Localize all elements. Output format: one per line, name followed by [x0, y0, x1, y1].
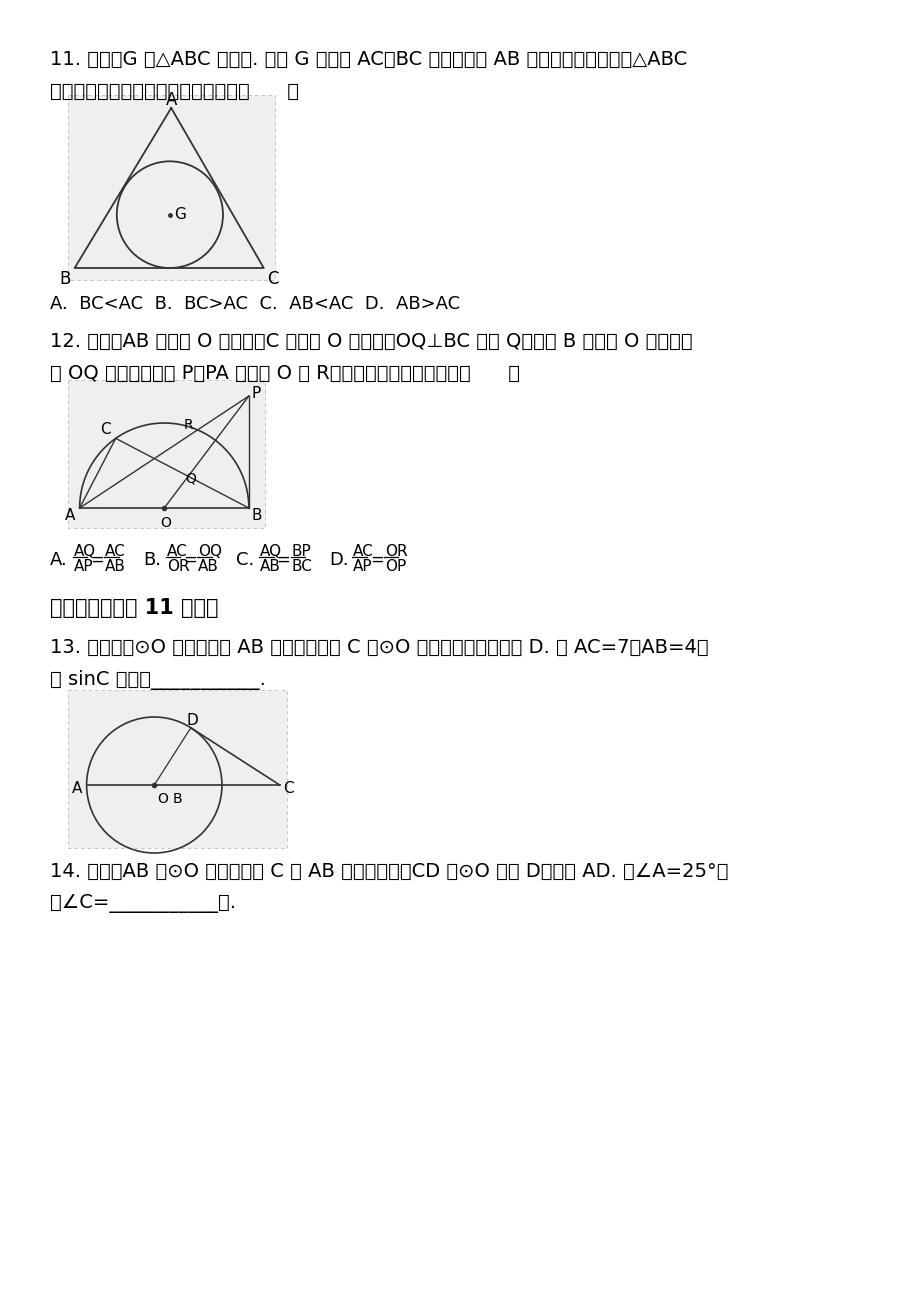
Text: B.: B. [142, 551, 161, 569]
Text: AQ: AQ [74, 544, 96, 559]
Bar [68, 690, 287, 848]
Text: AB: AB [199, 559, 219, 574]
Text: OQ: OQ [199, 544, 222, 559]
Text: P: P [252, 385, 261, 401]
Text: 11. 如图，G 为△ABC 的重心. 若圆 G 分别与 AC、BC 相切，且与 AB 相交于两点，则关于△ABC: 11. 如图，G 为△ABC 的重心. 若圆 G 分别与 AC、BC 相切，且与… [50, 49, 686, 69]
Text: 12. 如图，AB 是半圆 O 的直径，C 是半圆 O 上一点，OQ⊥BC 于点 Q，过点 B 作半圆 O 的切线，: 12. 如图，AB 是半圆 O 的直径，C 是半圆 O 上一点，OQ⊥BC 于点… [50, 332, 692, 352]
Text: AC: AC [166, 544, 187, 559]
Text: AQ: AQ [260, 544, 282, 559]
Text: AC: AC [105, 544, 126, 559]
Text: AP: AP [74, 559, 93, 574]
Text: =: = [183, 551, 197, 569]
Text: BP: BP [291, 544, 311, 559]
Text: 则∠C=___________度.: 则∠C=___________度. [50, 894, 235, 913]
Text: B: B [173, 792, 183, 806]
Text: =: = [90, 551, 104, 569]
Text: A: A [166, 91, 177, 109]
Text: AC: AC [353, 544, 374, 559]
Text: A.: A. [50, 551, 67, 569]
Bar [68, 380, 265, 529]
Text: =: = [369, 551, 383, 569]
Text: B: B [252, 508, 262, 523]
Text: R: R [184, 418, 193, 432]
Text: C: C [267, 270, 278, 288]
Text: OR: OR [384, 544, 407, 559]
Text: AB: AB [105, 559, 126, 574]
Text: =: = [277, 551, 290, 569]
Text: 二、填空题（共 11 小题）: 二、填空题（共 11 小题） [50, 598, 218, 618]
Text: 交 OQ 的延长线于点 P，PA 交半圆 O 于 R，则下列等式中正确的是（      ）: 交 OQ 的延长线于点 P，PA 交半圆 O 于 R，则下列等式中正确的是（ ） [50, 365, 519, 383]
Text: 则 sinC 的値为___________.: 则 sinC 的値为___________. [50, 671, 266, 690]
Text: 三边长的大小关系，下列何者正确？（      ）: 三边长的大小关系，下列何者正确？（ ） [50, 82, 299, 102]
Text: B: B [60, 270, 71, 288]
Bar [68, 95, 275, 280]
Text: Q: Q [185, 471, 196, 486]
Text: D: D [187, 712, 199, 728]
Text: O: O [160, 516, 171, 530]
Text: C: C [282, 781, 293, 796]
Text: A.  BC<AC  B.  BC>AC  C.  AB<AC  D.  AB>AC: A. BC<AC B. BC>AC C. AB<AC D. AB>AC [50, 296, 460, 312]
Text: G: G [174, 207, 186, 221]
Text: BC: BC [291, 559, 312, 574]
Text: C.: C. [236, 551, 255, 569]
Text: AP: AP [353, 559, 372, 574]
Text: OP: OP [384, 559, 405, 574]
Text: A: A [64, 508, 75, 523]
Text: C: C [99, 422, 110, 437]
Text: A: A [72, 781, 82, 796]
Text: AB: AB [260, 559, 280, 574]
Text: OR: OR [166, 559, 189, 574]
Text: 14. 如图，AB 是⊙O 的直径，点 C 在 AB 的延长线上，CD 切⊙O 于点 D，连接 AD. 若∠A=25°，: 14. 如图，AB 是⊙O 的直径，点 C 在 AB 的延长线上，CD 切⊙O … [50, 862, 728, 881]
Text: O: O [157, 792, 168, 806]
Text: 13. 如图，在⊙O 中，过直径 AB 延长线上的点 C 作⊙O 的一条切线，切点为 D. 若 AC=7，AB=4，: 13. 如图，在⊙O 中，过直径 AB 延长线上的点 C 作⊙O 的一条切线，切… [50, 638, 708, 658]
Text: D.: D. [329, 551, 348, 569]
